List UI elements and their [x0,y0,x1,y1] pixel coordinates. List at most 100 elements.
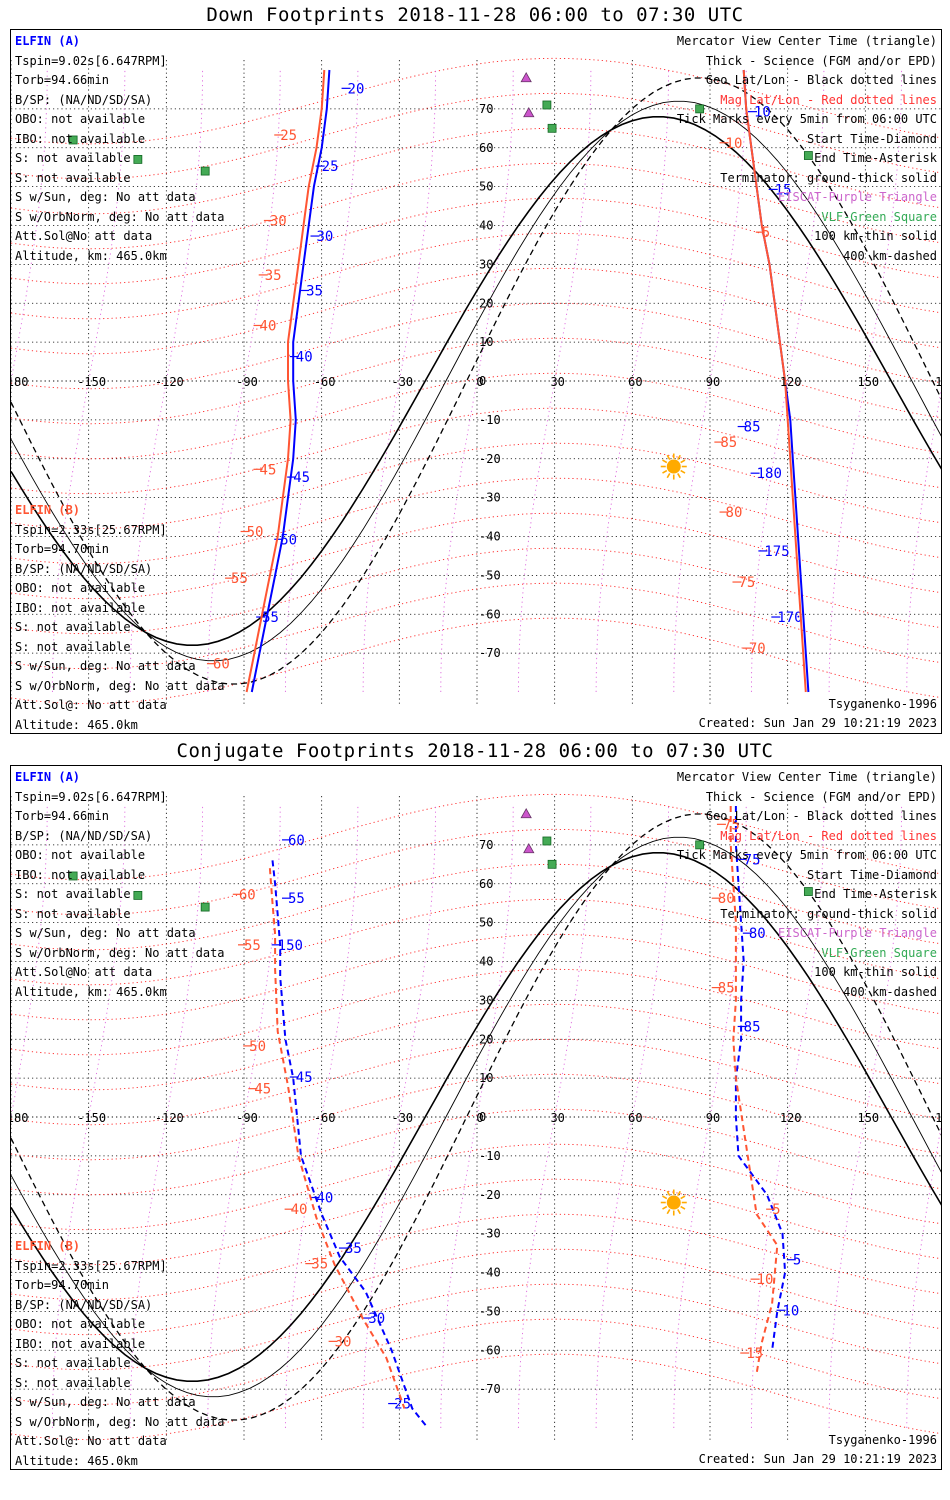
mag-meridian-line [362,69,437,693]
elfin-b-line: OBO: not available [15,1317,146,1331]
track-tick-label: 75 [723,817,740,833]
lat-tick-label: -30 [479,491,501,505]
elfin-a-line: S w/OrbNorm, deg: No att data [15,945,225,960]
legend-vlf: VLF-Green Square [821,209,937,224]
lat-tick-label: 40 [479,219,493,233]
sun-icon [660,1189,687,1216]
lat-tick-label: -40 [479,1266,501,1280]
lat-tick-label: 70 [479,838,493,852]
mag-meridian-line [828,805,903,1429]
track-tick-label: 150 [278,938,303,954]
track-tick-label: 60 [213,657,230,673]
vlf-station-square [542,836,552,846]
stations [68,71,813,176]
track-tick-label: 5 [793,1253,801,1269]
lon-tick-label: -150 [77,375,106,389]
elfin-b-line: S: not available [15,1375,131,1390]
lat-tick-label: -70 [479,646,501,660]
legend-start: Start Time-Diamond [806,131,937,146]
lon-tick-label: 150 [857,1111,879,1125]
track-tick-label: 35 [311,1257,328,1273]
lat-tick-label: 40 [479,955,493,969]
lon-tick-label: 180 [935,375,942,389]
legend-thick: Thick - Science (FGM and/or EPD) [705,53,937,68]
vlf-station-square [547,859,557,869]
track-tick-label: 40 [316,1191,333,1207]
axis-labels: -180 -150 -120 -90 -60 -30 0 30 60 90 120 150 180 70 6… [11,838,941,1396]
chart-title-conjugate: Conjugate Footprints 2018-11-28 06:00 to… [176,740,774,762]
mag-meridian-line [517,805,592,1429]
track-tick-label: 20 [348,81,365,97]
mag-latitude-line [11,127,941,215]
track-tick-label: 55 [288,891,305,907]
mag-meridian-line [673,69,747,693]
track-tick-label: 40 [291,1202,308,1218]
track-tick-label: 80 [726,505,743,521]
elfin-a-line: S w/Sun, deg: No att data [15,190,196,204]
elfin-b-line: B/SP: (NA/ND/SD/SA) [15,561,153,576]
lon-tick-label: 30 [550,1111,564,1125]
lon-tick-label: -60 [314,375,336,389]
lat-tick-label: -50 [479,568,501,582]
elfin-b-info: ELFIN (B) Tspin=2.33s[25.67RPM] Torb=94.70… [15,1237,225,1469]
vlf-station-square [803,151,813,160]
track-tick-label: 80 [718,891,735,907]
track-tick-label: 45 [296,1070,313,1086]
track-tick-label: 50 [249,1039,266,1055]
lon-tick-label: -150 [77,1111,106,1125]
legend-km100: 100 km-thin solid [814,965,937,979]
elfin-b-line: S w/Sun, deg: No att data [15,659,196,673]
track-line [245,69,326,693]
elfin-a-line: OBO: not available [15,848,146,862]
legend: Mercator View Center Time (triangle) Thic… [677,768,937,1002]
lon-tick-label: 60 [628,375,642,389]
mag-latitude-line [11,547,941,635]
track-tick-label: 85 [718,981,735,997]
elfin-b-line: IBO: not available [15,1336,146,1351]
mag-meridian-line [207,805,281,1429]
elfin-b-line: S: not available [15,639,131,654]
lat-tick-label: 60 [479,877,493,891]
lon-tick-label: -180 [11,1111,28,1125]
legend-geo: Geo Lat/Lon - Black dotted lines [705,73,937,87]
mag-meridian-line [440,805,514,1429]
track-tick-label: 75 [744,852,761,868]
track-tick-label: 50 [247,525,264,541]
elfin-a-line: S w/OrbNorm, deg: No att data [15,209,225,224]
axis-labels: -180 -150 -120 -90 -60 -30 0 30 60 90 120 150 180 70 6… [11,102,942,660]
elfin-b-line: Tspin=2.33s[25.67RPM] [15,1258,167,1273]
lon-tick-label: -120 [155,375,184,389]
track-tick-label: 30 [335,1334,352,1350]
mag-meridian-line [362,805,437,1429]
terminator-100km-line [11,836,941,1398]
mag-latitude-line [11,57,941,145]
lat-tick-label: -50 [479,1304,501,1318]
mag-latitude-line [11,162,941,250]
elfin-b-line: S w/OrbNorm, deg: No att data [15,678,225,693]
elfin-b-line: S: not available [15,620,131,634]
vlf-station-square [695,840,705,850]
vlf-station-square [68,135,78,145]
elfin-a-heading: ELFIN (A) [15,770,81,784]
map-plot: 2025303540455055101585180175170253035404… [11,57,942,705]
track-0: 20 25 30 35 40 45 50 55 [250,69,365,693]
elfin-b-line: S w/OrbNorm, deg: No att data [15,1414,225,1429]
mag-latitude-line [11,1283,941,1371]
lon-tick-label: 0 [476,1111,483,1125]
track-line [250,69,331,693]
mag-latitude-line [11,582,941,670]
lon-tick-label: 120 [780,375,802,389]
stations [68,807,813,912]
mag-latitude-line [11,793,941,881]
track-tick-label: 15 [746,1346,763,1362]
track-tick-label: 55 [244,938,261,954]
mag-latitude-line [11,898,941,986]
lon-tick-label: 90 [706,375,720,389]
elfin-a-line: Tspin=9.02s[6.647RPM] [15,53,167,68]
mag-latitude-line [11,1178,941,1266]
lat-tick-label: -60 [479,1343,501,1357]
lat-tick-label: -70 [479,1382,501,1396]
track-line [742,69,807,693]
track-tick-label: 10 [754,105,771,121]
